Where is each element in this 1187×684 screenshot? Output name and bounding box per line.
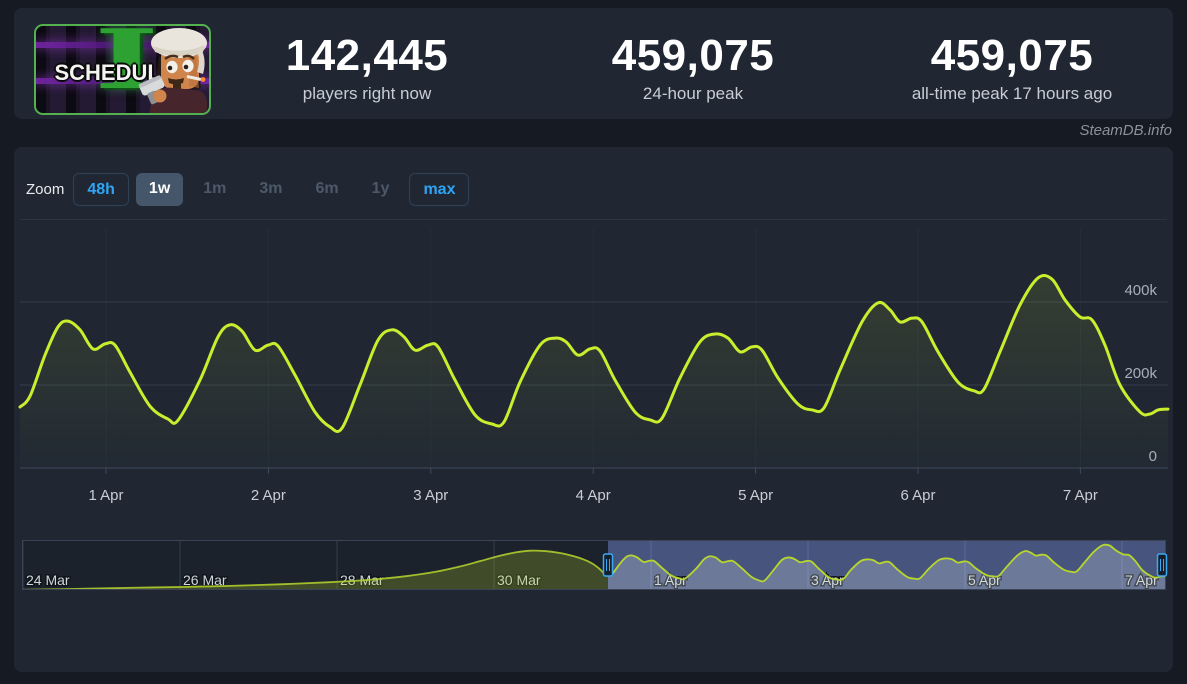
- x-axis-label: 4 Apr: [576, 487, 611, 504]
- navigator-date-label: 26 Mar: [183, 572, 227, 588]
- zoom-button-48h[interactable]: 48h: [73, 173, 129, 206]
- x-axis-label: 5 Apr: [738, 487, 773, 504]
- header-panel: I SCHEDULE: [14, 8, 1173, 119]
- stat-players-now: 142,445 players right now: [242, 32, 492, 104]
- zoom-toolbar-label: Zoom: [26, 181, 65, 198]
- zoom-button-1y[interactable]: 1y: [371, 180, 390, 197]
- navigator-right-handle[interactable]: [1156, 553, 1168, 577]
- zoom-button-1m[interactable]: 1m: [203, 180, 227, 197]
- y-axis-label: 400k: [1124, 282, 1157, 299]
- alltime-peak-value: 459,075: [930, 31, 1094, 80]
- peak-24h-label: 24-hour peak: [642, 84, 744, 103]
- stat-alltime-peak: 459,075 all-time peak 17 hours ago: [862, 32, 1162, 104]
- navigator-date-label: 5 Apr: [968, 572, 1001, 588]
- navigator-selected-range[interactable]: [608, 540, 1166, 590]
- capsule-purple-light: [36, 78, 209, 84]
- zoom-button-max[interactable]: max: [409, 173, 470, 206]
- capsule-character-art: [138, 28, 207, 113]
- zoom-button-1w[interactable]: 1w: [135, 173, 184, 206]
- zoom-toolbar: Zoom 48h 1w 1m 3m 6m 1y max: [26, 173, 476, 206]
- y-axis-label: 200k: [1124, 365, 1157, 382]
- x-axis-label: 1 Apr: [88, 487, 123, 504]
- capsule-purple-light: [36, 42, 209, 48]
- players-series-line: [18, 273, 1170, 434]
- navigator-date-label: 30 Mar: [497, 572, 541, 588]
- x-axis-label: 7 Apr: [1063, 487, 1098, 504]
- players-now-label: players right now: [302, 84, 432, 103]
- stat-24h-peak: 459,075 24-hour peak: [568, 32, 818, 104]
- navigator-date-label: 24 Mar: [26, 572, 70, 588]
- x-axis-label: 3 Apr: [413, 487, 448, 504]
- players-area-fill: [20, 275, 1168, 468]
- x-axis-label: 2 Apr: [251, 487, 286, 504]
- zoom-button-6m[interactable]: 6m: [315, 180, 339, 197]
- players-now-value: 142,445: [285, 31, 449, 80]
- zoom-button-3m[interactable]: 3m: [259, 180, 283, 197]
- alltime-peak-label: all-time peak 17 hours ago: [911, 84, 1113, 103]
- steamdb-watermark: SteamDB.info: [1079, 122, 1172, 139]
- navigator-left-handle[interactable]: [602, 553, 614, 577]
- peak-24h-value: 459,075: [611, 31, 775, 80]
- game-capsule: I SCHEDULE: [34, 24, 211, 115]
- navigator-date-label: 3 Apr: [811, 572, 844, 588]
- x-axis-label: 6 Apr: [900, 487, 935, 504]
- toolbar-divider: [20, 219, 1167, 220]
- navigator-date-label: 1 Apr: [654, 572, 687, 588]
